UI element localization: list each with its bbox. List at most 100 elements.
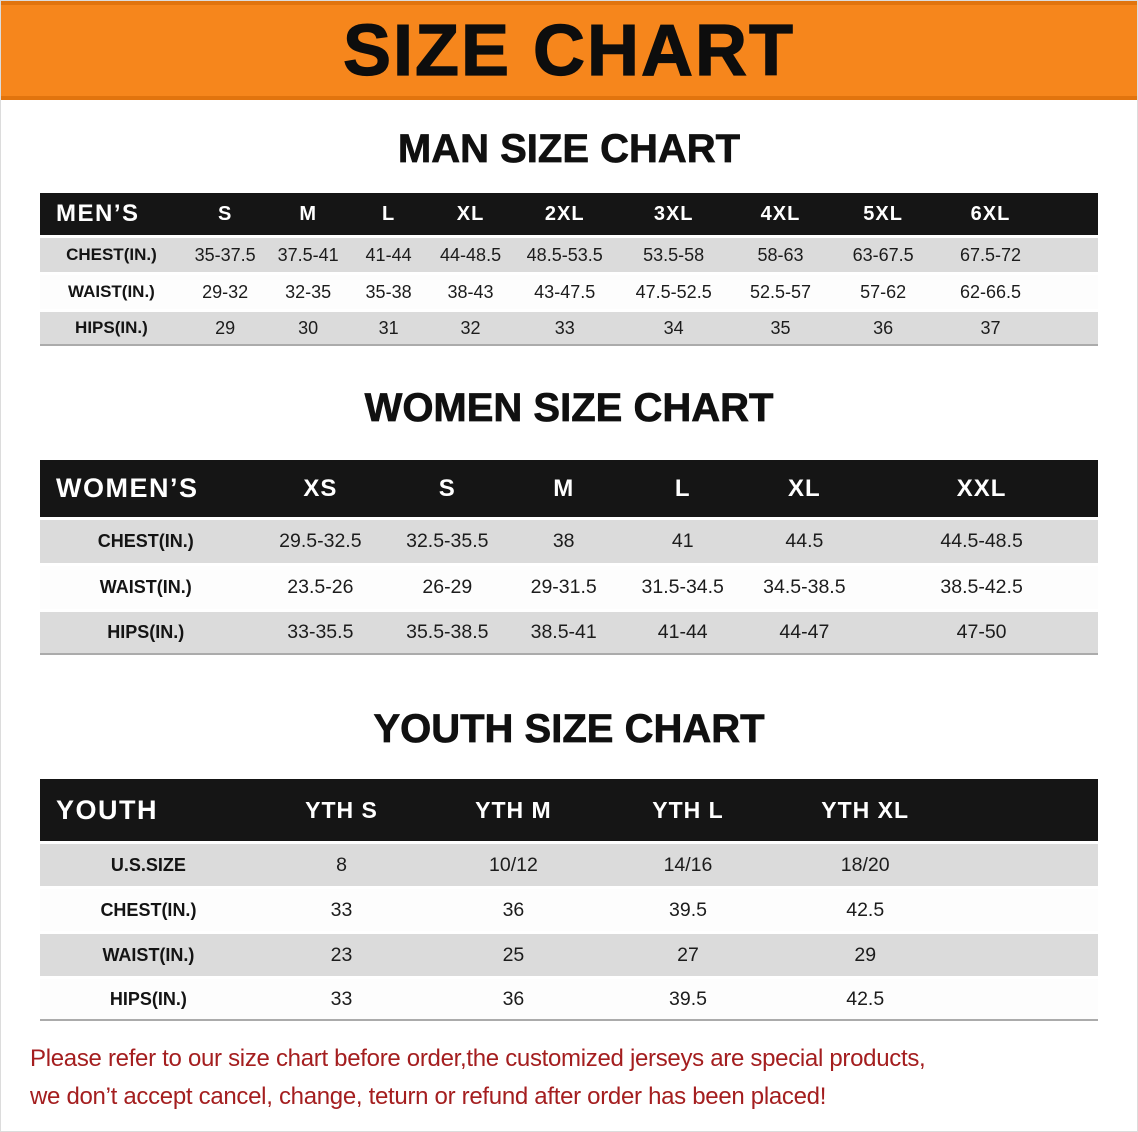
table-cell: 8	[336, 853, 347, 876]
youth-waist-row: WAIST(IN.) 23 25 27 29	[40, 934, 1098, 976]
women-size-col-xl: XL	[743, 460, 866, 517]
table-cell: 58-63	[757, 244, 804, 265]
spacer-cell	[955, 779, 1098, 841]
women-size-col-xxl: XXL	[865, 460, 1098, 517]
table-cell: 41	[671, 530, 694, 552]
table-cell: 38-43	[447, 281, 494, 302]
youth-size-table: YOUTH YTH S YTH M YTH L YTH XL U.S.SIZE …	[40, 776, 1098, 1024]
table-cell: 34.5-38.5	[763, 576, 846, 598]
table-cell: 29	[182, 312, 268, 346]
table-cell: 62-66.5	[959, 281, 1022, 302]
men-size-col-4xl: 4XL	[730, 193, 831, 235]
men-hips-row: HIPS(IN.) 29 30 31 32 33 34 35 36 37	[40, 312, 1098, 346]
table-cell: 31	[348, 312, 429, 346]
table-cell: 25	[502, 943, 525, 966]
row-label: HIPS(IN.)	[40, 612, 252, 655]
table-cell: 23	[330, 943, 353, 966]
table-cell: 35.5-38.5	[389, 612, 506, 655]
women-header-label: WOMEN’S	[40, 460, 252, 517]
row-label: WAIST(IN.)	[99, 577, 192, 597]
row-label: WAIST(IN.)	[67, 282, 155, 301]
spacer-cell	[955, 934, 1098, 976]
youth-header-row: YOUTH YTH S YTH M YTH L YTH XL	[40, 779, 1098, 841]
spacer-cell	[1045, 312, 1098, 346]
table-cell: 32-35	[285, 281, 332, 302]
women-section-title: WOMEN SIZE CHART	[364, 386, 774, 431]
table-cell: 30	[267, 312, 349, 346]
table-cell: 27	[677, 943, 699, 966]
spacer-cell	[955, 979, 1098, 1021]
table-cell: 38.5-41	[505, 612, 622, 655]
table-cell: 52.5-57	[749, 281, 812, 302]
men-size-col-5xl: 5XL	[830, 193, 937, 235]
men-size-col-m: M	[267, 193, 349, 235]
table-cell: 38	[552, 530, 575, 552]
youth-size-col-xl: YTH XL	[775, 779, 956, 841]
men-size-col-s: S	[182, 193, 268, 235]
men-section-title: MAN SIZE CHART	[397, 127, 741, 172]
table-cell: 43-47.5	[534, 281, 596, 302]
row-label: CHEST(IN.)	[97, 531, 194, 551]
table-cell: 41-44	[365, 244, 412, 265]
table-cell: 33	[330, 898, 353, 921]
spacer-cell	[1045, 193, 1098, 235]
table-cell: 41-44	[621, 612, 744, 655]
table-cell: 34	[616, 312, 731, 346]
footer-note-line1: Please refer to our size chart before or…	[30, 1045, 926, 1072]
table-cell: 29.5-32.5	[279, 530, 362, 552]
youth-header-label: YOUTH	[40, 779, 257, 841]
spacer-cell	[955, 889, 1098, 931]
footer-note: Please refer to our size chart before or…	[30, 1040, 1108, 1117]
youth-chest-row: CHEST(IN.) 33 36 39.5 42.5	[40, 889, 1098, 931]
table-cell: 29-32	[202, 281, 249, 302]
men-size-col-xl: XL	[428, 193, 513, 235]
women-waist-row: WAIST(IN.) 23.5-26 26-29 29-31.5 31.5-34…	[40, 566, 1098, 609]
women-size-col-m: M	[505, 460, 622, 517]
table-cell: 42.5	[775, 979, 956, 1021]
youth-section-title: YOUTH SIZE CHART	[373, 707, 765, 752]
table-cell: 48.5-53.5	[526, 244, 603, 265]
table-cell: 63-67.5	[852, 244, 914, 265]
men-header-row: MEN’S S M L XL 2XL 3XL 4XL 5XL 6XL	[40, 193, 1098, 235]
women-size-col-l: L	[621, 460, 744, 517]
table-cell: 44-47	[743, 612, 866, 655]
table-cell: 26-29	[422, 576, 473, 598]
table-cell: 47-50	[865, 612, 1098, 655]
men-size-col-6xl: 6XL	[936, 193, 1045, 235]
table-cell: 36	[426, 979, 601, 1021]
youth-size-col-s: YTH S	[256, 779, 427, 841]
row-label: HIPS(IN.)	[40, 979, 257, 1021]
table-cell: 57-62	[860, 281, 907, 302]
table-cell: 35-37.5	[194, 244, 256, 265]
banner: SIZE CHART	[1, 1, 1137, 100]
youth-hips-row: HIPS(IN.) 33 36 39.5 42.5	[40, 979, 1098, 1021]
table-cell: 35-38	[365, 281, 412, 302]
youth-size-col-m: YTH M	[426, 779, 601, 841]
youth-ussize-row: U.S.SIZE 8 10/12 14/16 18/20	[40, 844, 1098, 886]
table-cell: 37	[936, 312, 1045, 346]
table-cell: 37.5-41	[277, 244, 339, 265]
women-header-row: WOMEN’S XS S M L XL XXL	[40, 460, 1098, 517]
table-cell: 39.5	[669, 898, 707, 921]
men-chest-row: CHEST(IN.) 35-37.5 37.5-41 41-44 44-48.5…	[40, 238, 1098, 272]
table-cell: 33	[512, 312, 617, 346]
spacer-cell	[1045, 238, 1098, 272]
row-label: CHEST(IN.)	[66, 245, 157, 264]
women-size-col-s: S	[389, 460, 506, 517]
women-size-col-xs: XS	[251, 460, 390, 517]
table-cell: 32	[428, 312, 513, 346]
table-cell: 32.5-35.5	[406, 530, 489, 552]
spacer-cell	[1045, 275, 1098, 309]
row-label: HIPS(IN.)	[40, 312, 183, 346]
table-cell: 38.5-42.5	[940, 576, 1023, 598]
table-cell: 29-31.5	[530, 576, 597, 598]
page-title: SIZE CHART	[342, 10, 795, 91]
table-cell: 44.5	[785, 530, 824, 552]
men-size-col-3xl: 3XL	[616, 193, 731, 235]
table-cell: 33-35.5	[251, 612, 390, 655]
row-label: CHEST(IN.)	[100, 899, 197, 920]
table-cell: 33	[256, 979, 427, 1021]
women-hips-row: HIPS(IN.) 33-35.5 35.5-38.5 38.5-41 41-4…	[40, 612, 1098, 655]
table-cell: 36	[830, 312, 937, 346]
